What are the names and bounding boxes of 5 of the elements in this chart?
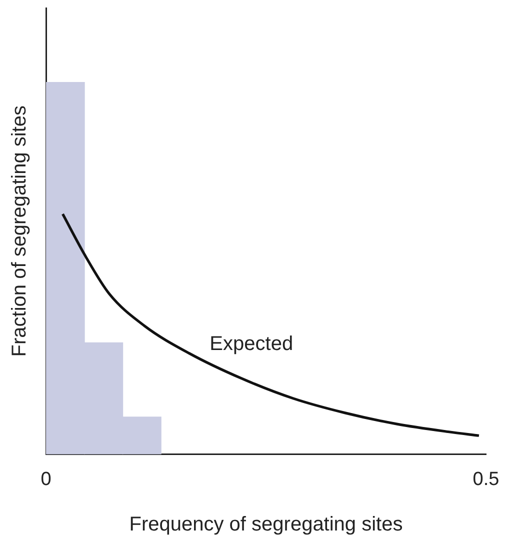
x-tick-label: 0 — [40, 468, 52, 490]
x-tick-label: 0.5 — [472, 468, 500, 490]
x-axis-title: Frequency of segregating sites — [129, 514, 403, 536]
y-axis-title: Fraction of segregating sites — [8, 105, 31, 357]
series-label: Expected — [210, 332, 294, 355]
